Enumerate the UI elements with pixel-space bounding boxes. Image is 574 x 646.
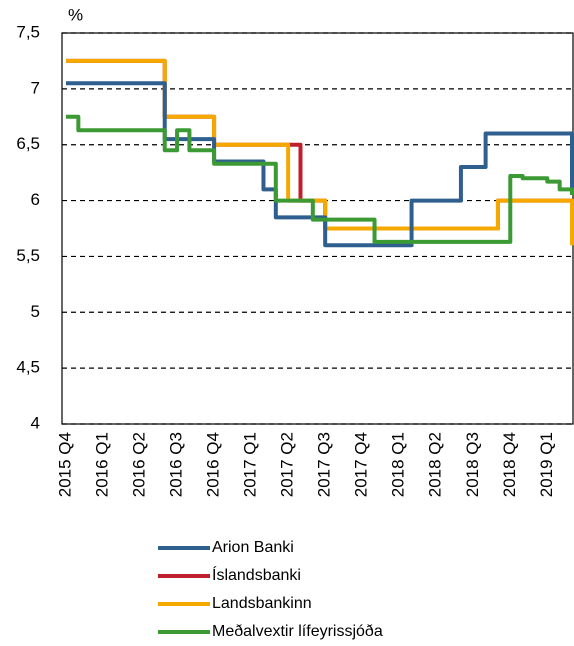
legend-label: Arion Banki (212, 539, 294, 556)
y-tick-label: 6 (31, 190, 40, 209)
y-tick-label: 7 (31, 78, 40, 97)
series-line (66, 58, 574, 246)
x-tick-label: 2017 Q2 (278, 432, 297, 497)
x-tick-label: 2016 Q4 (204, 432, 223, 497)
x-tick-label: 2016 Q2 (130, 432, 149, 497)
x-tick-label: 2019 Q1 (537, 432, 556, 497)
y-tick-label: 6,5 (16, 134, 40, 153)
x-tick-label: 2017 Q3 (315, 432, 334, 497)
x-tick-label: 2018 Q3 (463, 432, 482, 497)
legend-label: Meðalvextir lífeyrissjóða (212, 623, 383, 640)
y-tick-label: 5 (31, 302, 40, 321)
legend-label: Landsbankinn (212, 595, 312, 612)
series-line (66, 81, 574, 248)
legend-label: Íslandsbanki (212, 565, 301, 584)
x-tick-label: 2018 Q4 (500, 432, 519, 497)
y-tick-label: 7,5 (16, 22, 40, 41)
x-tick-label: 2016 Q1 (93, 432, 112, 497)
x-tick-label: 2017 Q4 (352, 432, 371, 497)
y-tick-label: 5,5 (16, 246, 40, 265)
y-tick-label: 4 (31, 413, 40, 432)
series-line (66, 114, 574, 244)
x-tick-label: 2016 Q3 (167, 432, 186, 497)
y-tick-label: 4,5 (16, 358, 40, 377)
y-axis-title: % (68, 5, 83, 24)
x-tick-label: 2018 Q2 (426, 432, 445, 497)
x-tick-label: 2018 Q1 (389, 432, 408, 497)
x-tick-label: 2015 Q4 (55, 432, 74, 497)
x-tick-label: 2017 Q1 (241, 432, 260, 497)
